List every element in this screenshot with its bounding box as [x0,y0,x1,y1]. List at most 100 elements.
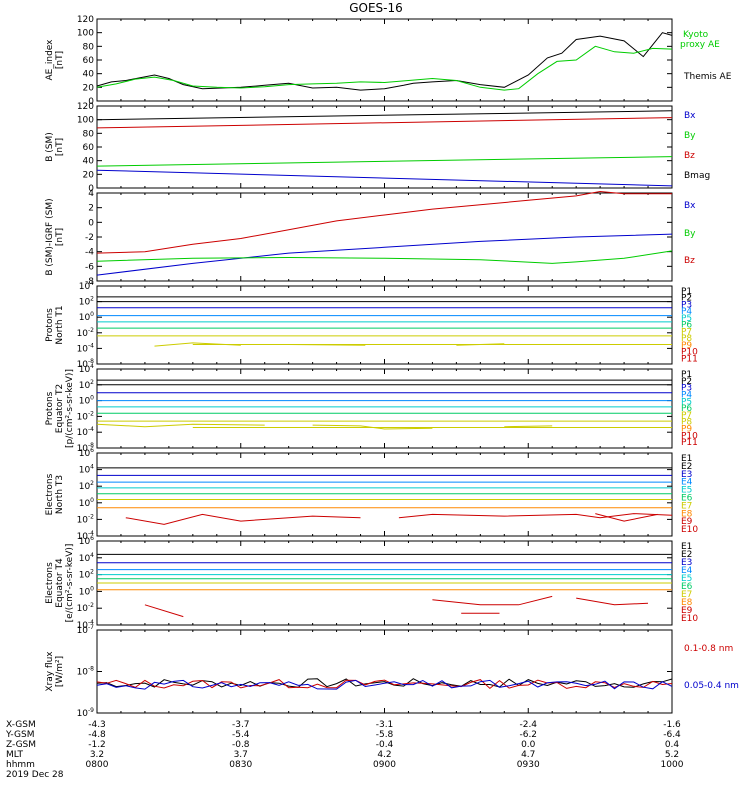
y-axis-label: B (SM) [45,132,55,162]
y-tick-label: 102 [79,480,94,492]
series-by [96,250,673,264]
x-tick-value: 1000 [661,760,684,770]
y-tick-label: 100 [77,116,94,126]
x-tick-value: 0.0 [521,740,536,750]
y-tick-label: 10-9 [77,707,95,719]
legend-p7: P7 [681,411,692,421]
x-tick-value: -2.4 [519,720,537,730]
legend-e4: E4 [681,478,693,488]
x-row-label: hhmm [6,760,35,770]
y-tick-label: 10-2 [77,410,95,422]
y-tick-label: 100 [77,29,94,39]
legend-p5: P5 [681,314,692,324]
x-tick-value: 0.4 [665,740,680,750]
y-axis-label: [W/m²] [55,656,65,687]
legend-themis-ae: Themis AE [683,72,732,82]
legend-p7: P7 [681,327,692,337]
bottom-axis-labels: X-GSM -4.3 -3.7 -3.1 -2.4 -1.6 Y-GSM -4.8 -5.4 -5… [5,720,684,780]
legend-e3: E3 [681,470,692,480]
y-tick-label: 120 [77,15,94,25]
y-tick-label: 10-4 [77,342,95,354]
legend-p10: P10 [681,431,698,441]
y-tick-label: 60 [83,56,95,66]
trace-segment [456,343,505,346]
y-tick-label: 10-8 [77,666,95,678]
x-tick-value: 5.2 [665,750,679,760]
legend-e6: E6 [681,582,693,592]
y-tick-label: 106 [79,447,94,459]
legend-p2: P2 [681,377,692,387]
y-tick-label: 120 [77,102,94,112]
y-axis-label: [nT] [55,228,65,246]
trace-segment [96,679,673,690]
legend-e6: E6 [681,494,693,504]
legend-e1: E1 [681,454,692,464]
legend-p4: P4 [681,390,692,400]
legend-e7: E7 [681,590,692,600]
legend-p8: P8 [681,334,692,344]
y-tick-label: 104 [79,363,94,375]
y-tick-label: 102 [79,569,94,581]
y-tick-label: 104 [79,552,94,564]
legend-e4: E4 [681,566,693,576]
y-axis-label: [p/(cm²-s-sr-keV)] [65,369,75,448]
series-bx [96,233,673,276]
legend-p1: P1 [681,370,692,380]
x-row-label: Z-GSM [6,740,36,750]
y-tick-label: 104 [79,464,94,476]
y-tick-label: 0 [88,218,94,228]
series-by [96,156,673,167]
legend-bmag: Bmag [684,171,710,181]
trace-segment [288,344,366,346]
series-bx [96,169,673,187]
series-bz [96,190,672,254]
legend-p3: P3 [681,384,692,394]
legend-p10: P10 [681,348,698,358]
legend-e10: E10 [681,525,698,535]
y-tick-label: 100 [79,497,94,509]
trace-segment [576,597,649,606]
plot-title: GOES-16 [349,1,403,15]
y-axis-label: AE_index [45,39,55,81]
y-axis-label: Xray flux [45,651,55,692]
x-tick-value: 0930 [517,760,540,770]
legend-e8: E8 [681,598,693,608]
panel-frame [96,285,673,365]
y-tick-label: 100 [79,311,94,323]
y-tick-label: -6 [85,262,94,272]
x-tick-value: -3.1 [376,720,394,730]
y-axis-label: Electrons [45,473,55,515]
y-axis-label: [e/(cm²-s-sr-keV)] [65,544,75,623]
legend-kyoto: Kyoto [683,30,709,40]
x-tick-value: 0800 [86,760,109,770]
panel-frame [96,368,673,449]
y-tick-label: 20 [83,83,95,93]
legend-e3: E3 [681,558,692,568]
panel-bsm: 0 20 40 60 80 100 120 B (SM) [nT] Bx By Bz Bmag [45,102,710,194]
y-axis-label: Electrons [45,562,55,604]
legend-p4: P4 [681,307,692,317]
legend-e2: E2 [681,550,692,560]
x-tick-value: -5.4 [232,730,250,740]
legend-e2: E2 [681,462,692,472]
x-tick-value: 0900 [373,760,396,770]
legend-xray-long: 0.1-0.8 nm [684,644,733,654]
y-axis-label: Protons [45,391,55,425]
panel-frame [96,629,673,714]
trace-segment [144,604,184,618]
legend-p3: P3 [681,300,692,310]
x-tick-value: -4.3 [88,720,106,730]
y-tick-label: -8 [85,277,94,287]
panel-bdiff: -8 -6 -4 -2 0 2 4 B (SM)-IGRF (SM) [nT] Bx By Bz [45,189,696,287]
trace-segment [96,679,673,690]
trace-segment [595,513,658,522]
legend-e7: E7 [681,501,692,511]
y-tick-label: 80 [83,129,95,139]
legend-bx: Bx [684,201,696,211]
